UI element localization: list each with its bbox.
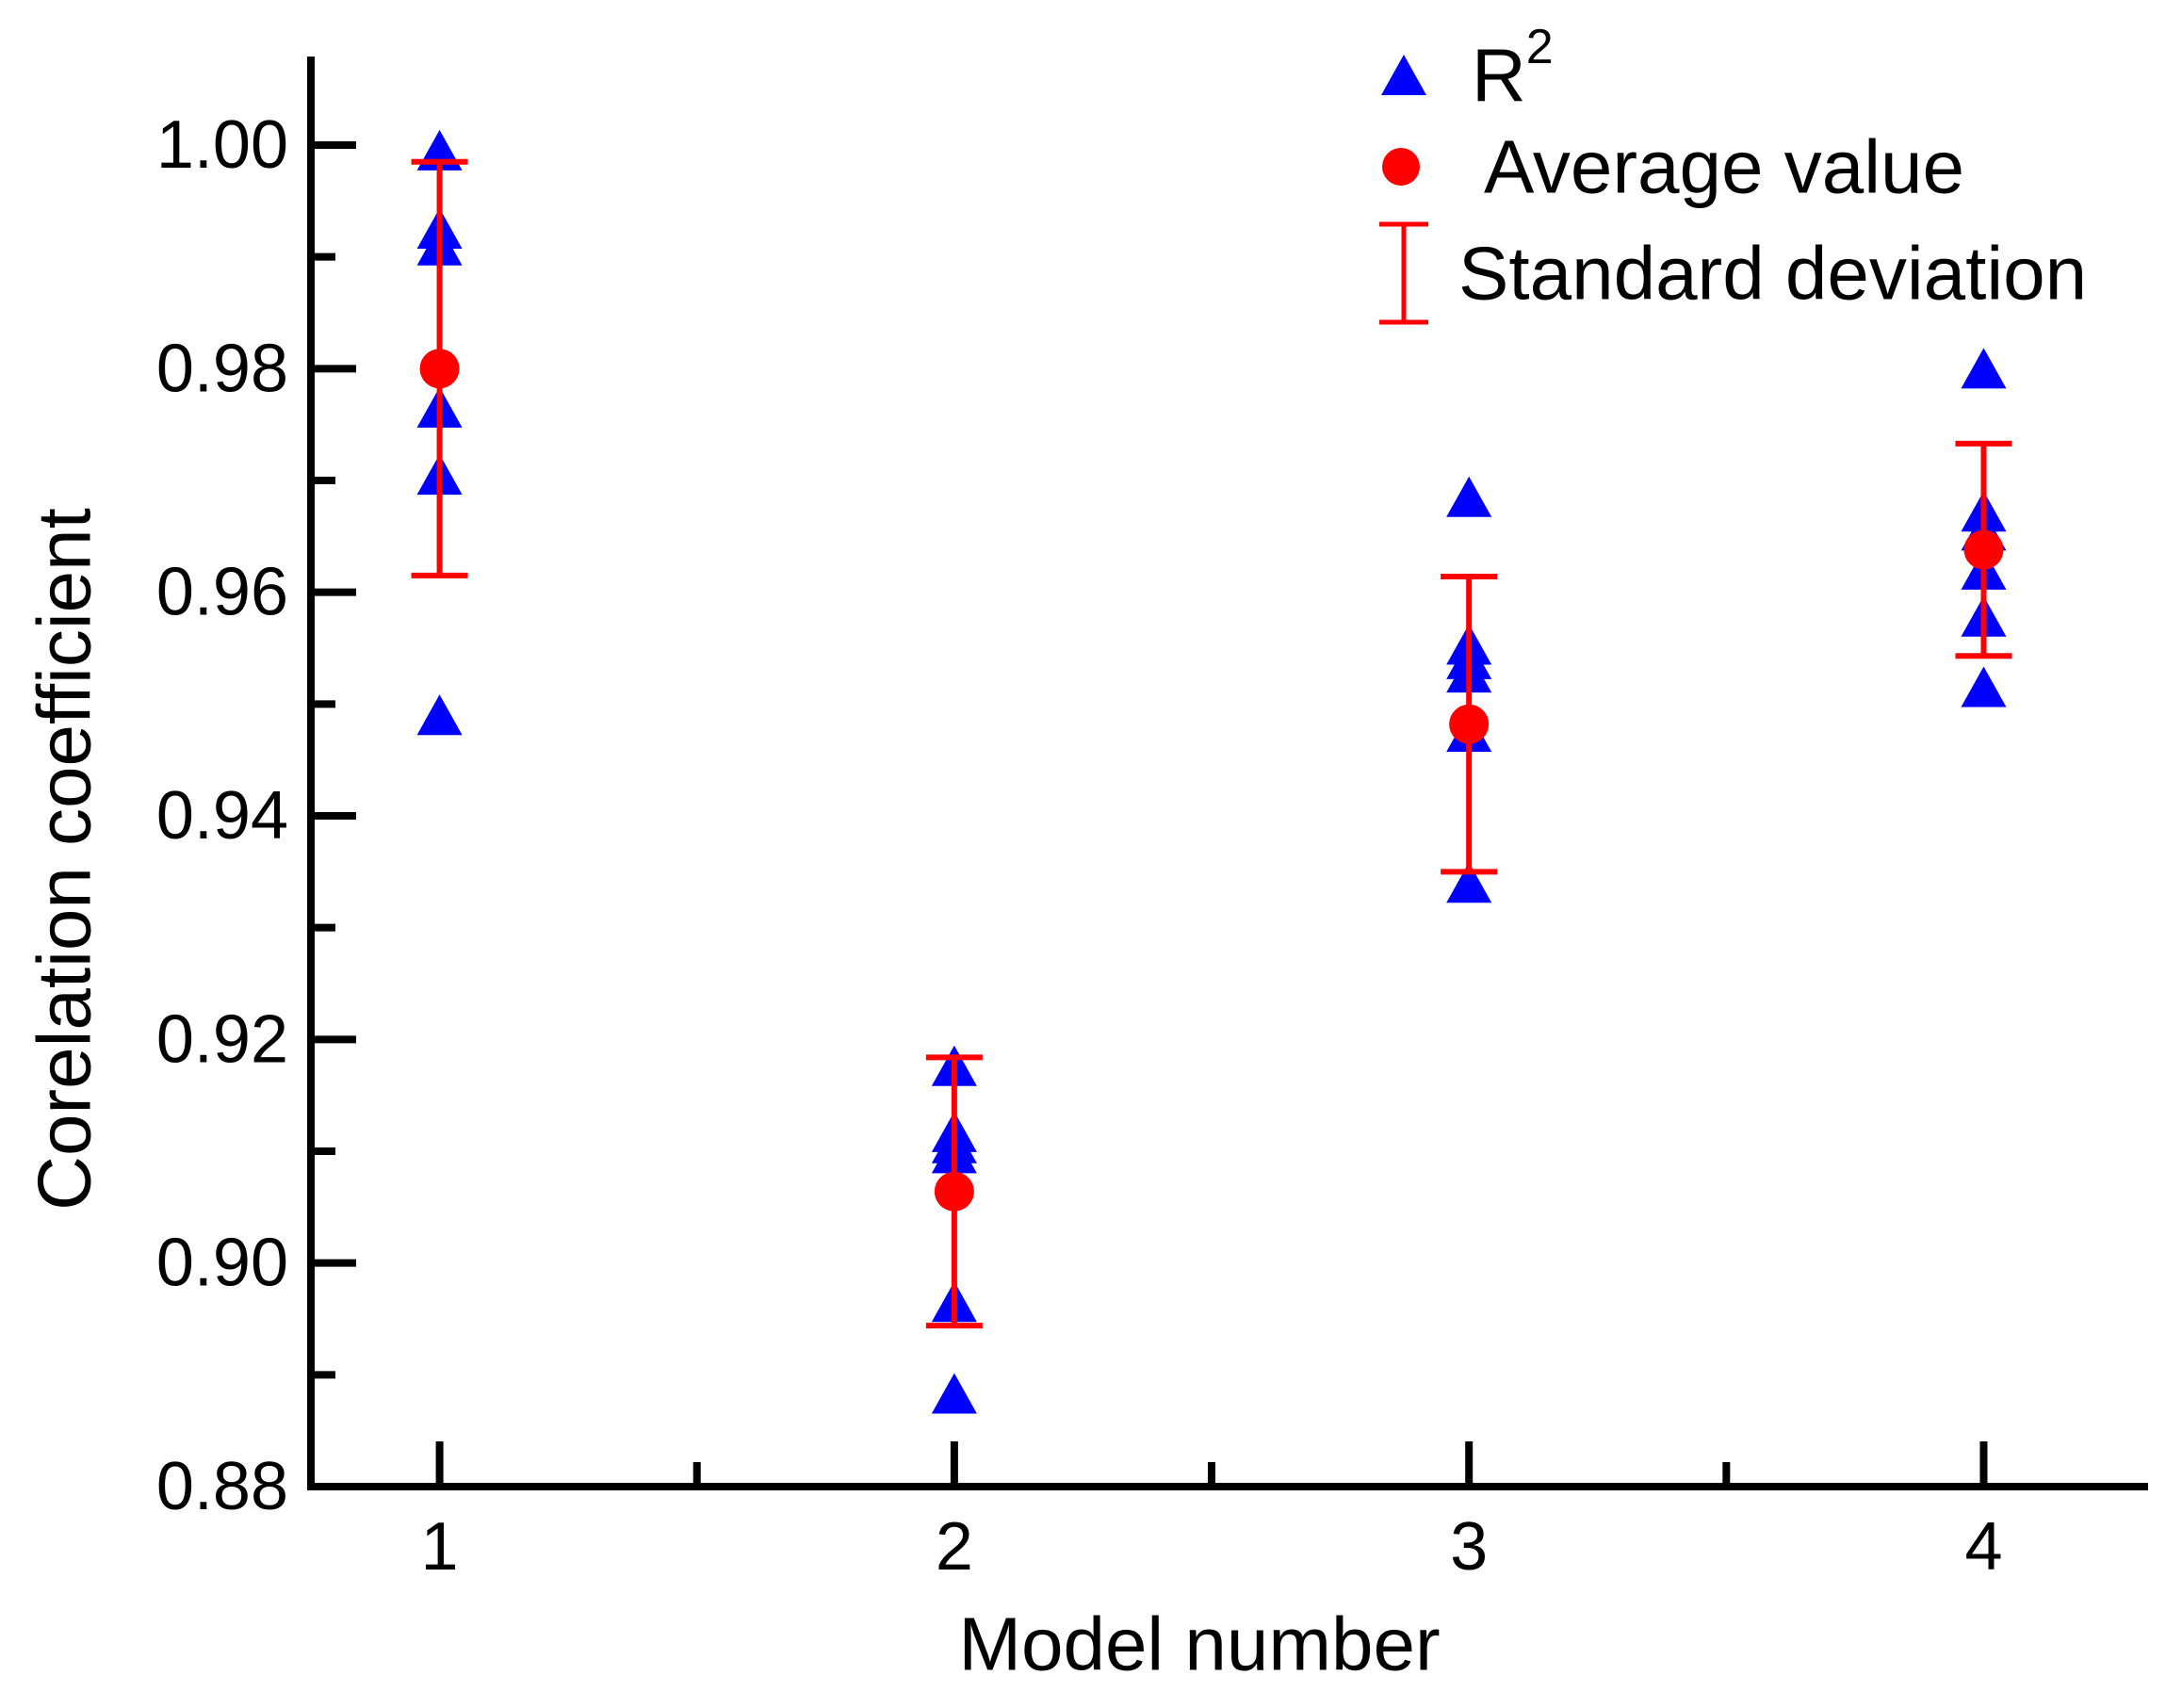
average-point [1449, 704, 1490, 744]
y-tick-label: 0.92 [156, 1001, 288, 1077]
legend-label: R2 [1472, 20, 1554, 118]
average-point [934, 1171, 974, 1212]
legend-label: Average value [1484, 125, 1964, 209]
y-tick-label: 0.90 [156, 1226, 288, 1301]
y-axis-title: Corelation coefficient [23, 508, 106, 1211]
standard-deviation-bars [411, 158, 2012, 1329]
y-tick-label: 0.96 [156, 555, 288, 630]
r2-point [1961, 348, 2007, 389]
legend-triangle-icon [1381, 55, 1426, 95]
y-tick-label: 0.88 [156, 1449, 288, 1524]
legend-label: Standard deviation [1458, 232, 2087, 316]
average-point [419, 349, 460, 389]
x-tick-label: 2 [936, 1509, 973, 1585]
axes [307, 57, 2148, 1490]
r2-point [931, 1373, 977, 1414]
x-tick-label: 1 [421, 1509, 459, 1585]
y-axis-ticks: 0.88 0.90 0.92 0.94 0.96 0.98 1.00 [156, 107, 356, 1524]
x-axis-ticks: 1 2 3 4 [421, 1441, 2002, 1585]
y-tick-label: 0.94 [156, 778, 288, 854]
r2-point [1446, 476, 1492, 517]
legend-circle-icon [1382, 148, 1420, 186]
r2-point [1961, 666, 2007, 708]
average-markers [419, 349, 2004, 1212]
x-axis-title: Model number [958, 1602, 1440, 1686]
x-tick-label: 4 [1964, 1509, 2002, 1585]
y-tick-label: 1.00 [156, 107, 288, 183]
r2-point [1446, 862, 1492, 903]
x-tick-label: 3 [1450, 1509, 1488, 1585]
average-point [1963, 529, 2004, 570]
r2-point [416, 694, 463, 736]
r2-markers [416, 129, 2007, 1414]
y-tick-label: 0.98 [156, 331, 288, 406]
